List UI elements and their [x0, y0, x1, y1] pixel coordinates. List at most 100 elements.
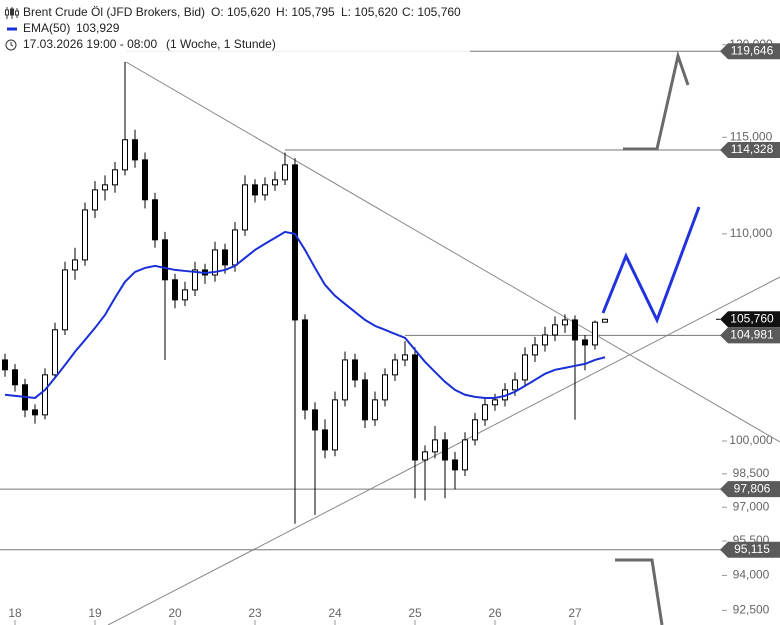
- open: O: 105,620: [211, 5, 271, 19]
- level-label: 119,646: [731, 43, 774, 57]
- last-price-label: 105,760: [730, 311, 774, 325]
- y-tick-label: 92,500: [733, 603, 770, 617]
- level-box: [720, 142, 780, 159]
- candle-body: [362, 379, 368, 421]
- x-tick-label: 27: [568, 606, 582, 620]
- candle-body: [422, 451, 428, 461]
- level-label: 104,981: [730, 328, 774, 342]
- candle-body: [522, 354, 528, 381]
- candle-body: [352, 359, 358, 381]
- legend: Brent Crude Öl (JFD Brokers, Bid) O: 105…: [0, 0, 470, 54]
- candle-body: [412, 354, 418, 461]
- period: 17.03.2026 19:00 - 08:00: [23, 37, 157, 51]
- interval: (1 Woche, 1 Stunde): [166, 37, 276, 51]
- candle-body: [42, 374, 48, 416]
- candle-body: [402, 354, 408, 361]
- candle-body: [162, 239, 168, 281]
- candle-body: [122, 139, 128, 171]
- candle-body: [182, 289, 188, 301]
- candle-body: [472, 419, 478, 441]
- candle-body: [452, 459, 458, 471]
- candle-body: [92, 189, 98, 211]
- candle-body: [392, 359, 398, 376]
- candle-body: [212, 249, 218, 276]
- levels: [0, 50, 722, 551]
- high: H: 105,795: [276, 5, 335, 19]
- trendline: [125, 61, 780, 443]
- level-label: 95,115: [734, 542, 770, 556]
- candle-body: [462, 439, 468, 471]
- candle-body: [272, 179, 278, 186]
- candle-body: [62, 269, 68, 331]
- candle-body: [12, 369, 18, 386]
- candle-body: [322, 429, 328, 451]
- y-tick-label: 98,500: [733, 466, 770, 480]
- ema-value: 103,929: [76, 21, 120, 35]
- last-price-box: [720, 311, 780, 328]
- candle-body: [382, 374, 388, 401]
- x-axis: 18 19 20 23 24 25 26 27: [8, 606, 582, 625]
- level-box: [720, 327, 780, 344]
- scenario-arrow: [623, 50, 690, 151]
- candle-body: [492, 399, 498, 406]
- candle-body: [52, 329, 58, 376]
- legend-bg: [0, 0, 470, 54]
- candle-body: [512, 379, 518, 391]
- candle-body: [242, 184, 248, 231]
- candle-body: [142, 159, 148, 201]
- close: C: 105,760: [402, 5, 461, 19]
- candle-icon: [5, 7, 19, 19]
- candle-body: [172, 279, 178, 301]
- candle-body: [372, 399, 378, 421]
- candle-body: [32, 409, 38, 416]
- candle-body: [332, 399, 338, 451]
- level-box: [720, 43, 780, 60]
- ema-name: EMA(50): [23, 21, 70, 35]
- candle-body: [482, 404, 488, 421]
- candle-body: [312, 409, 318, 431]
- level-labels: 119,646 114,328 104,981 97,806 95,115 105,760: [716, 43, 780, 558]
- y-tick-label: 97,000: [733, 499, 770, 513]
- low: L: 105,620: [341, 5, 398, 19]
- candle-body: [252, 184, 258, 196]
- candle-body: [262, 184, 268, 196]
- y-tick-label: 110,000: [730, 226, 773, 240]
- candle-body: [2, 359, 8, 371]
- candle-body: [232, 229, 238, 266]
- level-box: [720, 481, 780, 498]
- y-tick-label: 100,000: [729, 433, 773, 447]
- candle-body: [102, 184, 108, 191]
- y-axis: 92,50094,00095,50097,00098,500100,000110…: [722, 37, 773, 617]
- x-tick-label: 20: [168, 606, 182, 620]
- candle-body: [152, 199, 158, 241]
- candle-body: [292, 164, 298, 321]
- series-name: Brent Crude Öl (JFD Brokers, Bid): [23, 5, 205, 19]
- candle-body: [542, 334, 548, 346]
- candle-body: [192, 269, 198, 291]
- candle-body: [582, 339, 588, 346]
- clock-hand: [10, 42, 14, 47]
- level-label: 114,328: [731, 142, 774, 156]
- candle-body: [442, 439, 448, 461]
- x-tick-label: 18: [8, 606, 22, 620]
- x-tick-label: 24: [328, 606, 342, 620]
- x-tick-label: 26: [488, 606, 502, 620]
- candle-body: [532, 344, 538, 356]
- candle-body: [132, 139, 138, 161]
- candle-body: [112, 169, 118, 186]
- candle-body: [432, 439, 438, 453]
- candle-body: [592, 321, 598, 346]
- scenario-arrow: [601, 206, 701, 324]
- candle-body: [572, 319, 578, 341]
- candle-body: [302, 319, 308, 411]
- scenario-arrow: [615, 558, 664, 625]
- candle-body: [562, 319, 568, 326]
- ema-line: [4, 230, 606, 399]
- level-label: 97,806: [734, 481, 771, 495]
- x-tick-label: 25: [408, 606, 422, 620]
- y-tick-label: 94,000: [733, 568, 770, 582]
- y-tick-label: 115,000: [730, 129, 773, 143]
- candle-body: [282, 164, 288, 181]
- candles: [2, 61, 608, 524]
